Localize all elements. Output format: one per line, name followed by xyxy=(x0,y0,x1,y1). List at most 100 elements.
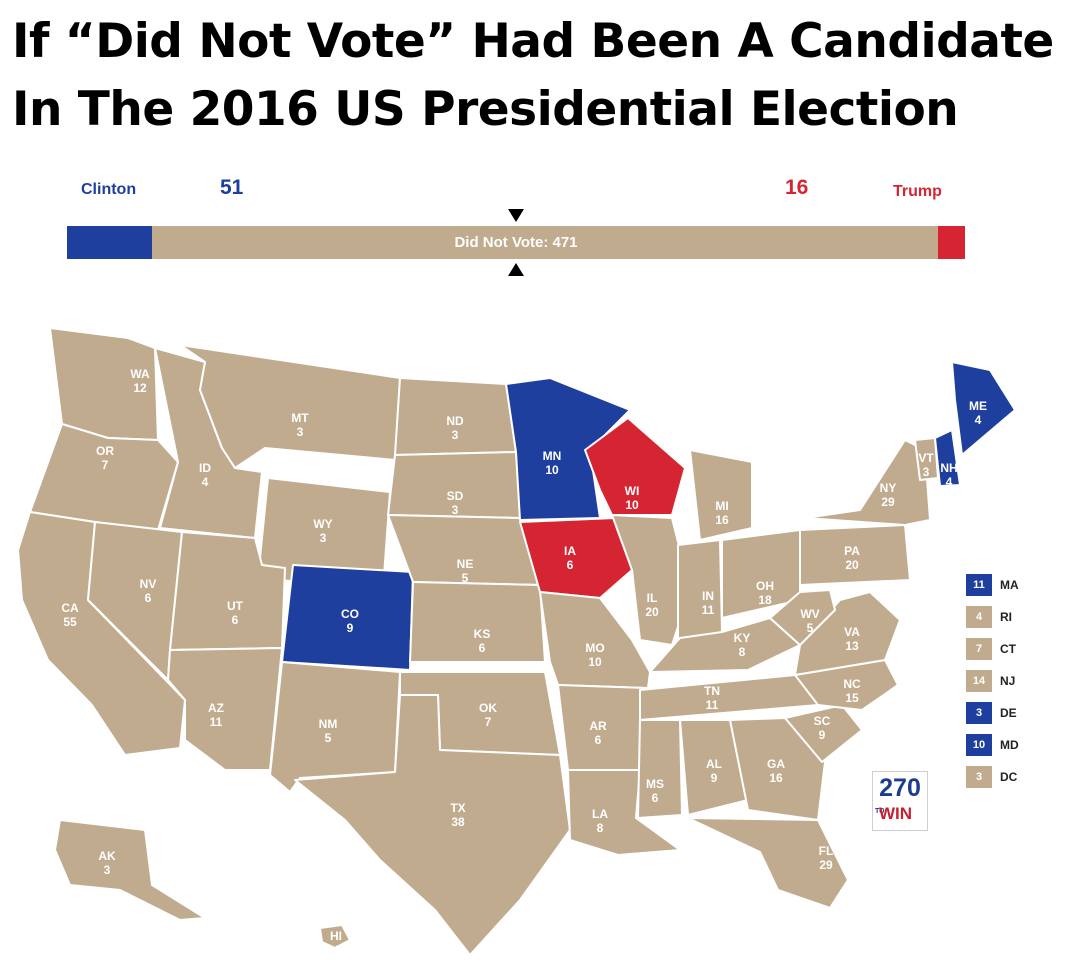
midpoint-arrow-down-icon xyxy=(508,209,524,222)
state-ev-wi: 10 xyxy=(625,498,639,512)
state-nh[interactable] xyxy=(934,429,961,487)
state-sc[interactable] xyxy=(784,704,863,763)
legend-ev-nj: 14 xyxy=(966,670,992,692)
legend-ev-ma: 11 xyxy=(966,574,992,596)
state-co[interactable] xyxy=(281,564,414,671)
state-ev-nv: 6 xyxy=(145,591,152,605)
state-ev-la: 8 xyxy=(597,821,604,835)
legend-abbr-dc: DC xyxy=(1000,770,1018,784)
state-label-fl: FL xyxy=(819,844,834,858)
270towin-logo: 270 TO WIN xyxy=(872,771,928,831)
state-ev-va: 13 xyxy=(845,639,859,653)
state-ny[interactable] xyxy=(804,439,931,526)
state-label-ms: MS xyxy=(646,777,664,791)
state-ms[interactable] xyxy=(637,719,683,819)
state-label-ut: UT xyxy=(227,599,244,613)
clinton-name: Clinton xyxy=(81,181,137,198)
state-me[interactable] xyxy=(951,361,1016,456)
state-label-az: AZ xyxy=(208,701,224,715)
state-ev-ne: 5 xyxy=(462,571,469,585)
state-ev-wa: 12 xyxy=(133,381,147,395)
state-ga[interactable] xyxy=(729,717,826,821)
state-ev-ia: 6 xyxy=(567,558,574,572)
state-vt[interactable] xyxy=(914,437,939,481)
state-ev-ok: 7 xyxy=(485,715,492,729)
state-label-oh: OH xyxy=(756,579,774,593)
state-ak[interactable] xyxy=(54,819,206,921)
state-label-ia: IA xyxy=(564,544,576,558)
state-label-hi: HI xyxy=(330,929,342,943)
state-ev-az: 11 xyxy=(210,715,223,729)
state-ev-wv: 5 xyxy=(807,621,814,635)
state-label-or: OR xyxy=(96,444,114,458)
state-hi[interactable] xyxy=(319,924,351,949)
logo-win: WIN xyxy=(879,804,913,823)
legend-abbr-ct: CT xyxy=(1000,642,1016,656)
state-label-ne: NE xyxy=(457,557,474,571)
state-ev-ks: 6 xyxy=(479,641,486,655)
legend-abbr-nj: NJ xyxy=(1000,674,1016,688)
state-mo[interactable] xyxy=(539,591,651,689)
state-in[interactable] xyxy=(677,539,723,641)
state-ev-oh: 18 xyxy=(758,593,772,607)
state-ev-nc: 15 xyxy=(845,691,859,705)
state-ev-pa: 20 xyxy=(845,558,859,572)
midpoint-arrow-up-icon xyxy=(508,263,524,276)
state-fl[interactable] xyxy=(687,817,849,909)
state-ev-il: 20 xyxy=(645,605,659,619)
state-ev-ky: 8 xyxy=(739,645,746,659)
state-label-mi: MI xyxy=(715,499,728,513)
state-ev-ak: 3 xyxy=(104,863,111,877)
state-va[interactable] xyxy=(794,591,901,676)
state-mn[interactable] xyxy=(505,377,631,521)
state-il[interactable] xyxy=(611,514,691,646)
legend-ev-de: 3 xyxy=(966,702,992,724)
state-label-ar: AR xyxy=(589,719,607,733)
state-label-in: IN xyxy=(702,589,714,603)
state-label-wv: WV xyxy=(800,607,819,621)
state-wi[interactable] xyxy=(584,417,686,516)
state-ia[interactable] xyxy=(519,517,633,599)
state-ev-hi: 4 xyxy=(333,943,340,957)
state-mi[interactable] xyxy=(689,449,753,541)
state-ev-sc: 9 xyxy=(819,728,826,742)
trump-bar-segment xyxy=(938,226,965,259)
state-ks[interactable] xyxy=(409,581,546,663)
state-ev-mo: 10 xyxy=(588,655,602,669)
state-az[interactable] xyxy=(167,647,283,771)
state-ev-nd: 3 xyxy=(452,428,459,442)
state-ev-ga: 16 xyxy=(769,771,783,785)
legend-ev-ri: 4 xyxy=(966,606,992,628)
state-label-wy: WY xyxy=(313,517,332,531)
state-tx[interactable] xyxy=(294,694,571,956)
state-label-id: ID xyxy=(199,461,211,475)
state-label-tx: TX xyxy=(450,801,465,815)
state-label-sd: SD xyxy=(447,489,464,503)
state-ev-mi: 16 xyxy=(715,513,729,527)
state-label-wa: WA xyxy=(130,367,150,381)
state-wv[interactable] xyxy=(769,589,836,646)
state-label-tn: TN xyxy=(704,684,720,698)
state-ev-wy: 3 xyxy=(320,531,327,545)
clinton-bar-segment xyxy=(67,226,153,259)
state-label-pa: PA xyxy=(844,544,860,558)
state-ev-or: 7 xyxy=(102,458,109,472)
state-ev-mn: 10 xyxy=(545,463,559,477)
state-ev-al: 9 xyxy=(711,771,718,785)
state-label-ga: GA xyxy=(767,757,785,771)
electoral-vote-bar: Did Not Vote: 471 xyxy=(67,226,965,259)
page-title: If “Did Not Vote” Had Been A Candidate I… xyxy=(12,14,1054,137)
trump-votes: 16 xyxy=(785,176,809,199)
state-or[interactable] xyxy=(29,423,179,531)
state-label-ny: NY xyxy=(880,481,897,495)
state-label-nh: NH xyxy=(940,461,957,475)
state-pa[interactable] xyxy=(799,524,911,586)
state-ev-tx: 38 xyxy=(451,815,465,829)
state-label-va: VA xyxy=(844,625,860,639)
state-ev-ny: 29 xyxy=(881,495,895,509)
state-ev-mt: 3 xyxy=(297,425,304,439)
state-label-ks: KS xyxy=(474,627,491,641)
state-label-wi: WI xyxy=(625,484,640,498)
state-label-mn: MN xyxy=(543,449,562,463)
legend-abbr-md: MD xyxy=(1000,738,1019,752)
